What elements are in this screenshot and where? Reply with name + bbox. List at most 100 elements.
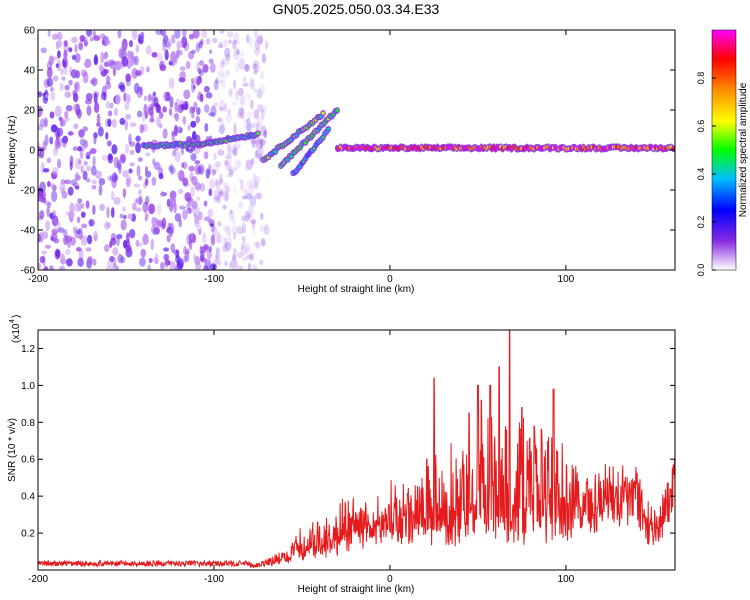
y-tick-label: 0.8 [21, 418, 35, 429]
snr-series-line [38, 330, 675, 568]
noise-speckle [155, 52, 163, 61]
noise-speckle [216, 194, 222, 204]
noise-speckle [255, 138, 263, 150]
colorbar-ticks: 0.0 0.2 0.4 0.6 0.8 [696, 72, 716, 276]
noise-speckle [92, 155, 96, 167]
noise-speckle [258, 36, 263, 45]
noise-speckle [145, 195, 150, 206]
noise-speckle [164, 91, 171, 102]
noise-speckle [72, 92, 79, 103]
noise-speckle [250, 228, 256, 236]
noise-speckle [233, 40, 240, 45]
noise-speckle [147, 106, 154, 116]
noise-speckle [249, 218, 257, 224]
noise-speckle [63, 49, 68, 58]
noise-speckle [43, 117, 48, 128]
noise-speckle [207, 208, 214, 218]
noise-speckle [200, 249, 205, 261]
noise-speckle [139, 123, 145, 134]
noise-speckle [233, 167, 238, 172]
noise-speckle [42, 197, 47, 204]
snr-scale-close: ) [11, 315, 22, 318]
noise-speckle [76, 247, 82, 252]
noise-speckle [204, 122, 209, 133]
spectral-core [256, 131, 260, 136]
x-tick-label: 100 [558, 574, 575, 585]
noise-speckle [246, 214, 253, 219]
noise-speckle [198, 164, 205, 175]
noise-speckle [147, 264, 152, 270]
noise-speckle [195, 206, 200, 214]
colorbar-tick-label: 0.6 [696, 120, 706, 133]
noise-speckle [149, 117, 155, 123]
noise-speckle [86, 30, 93, 37]
noise-speckle [107, 175, 112, 181]
colorbar-tick-label: 0.4 [696, 168, 706, 181]
noise-speckle [117, 30, 122, 39]
noise-speckle [147, 93, 152, 102]
noise-speckle [39, 210, 45, 219]
noise-speckle [52, 147, 59, 157]
noise-speckle [115, 93, 121, 105]
noise-speckle [109, 241, 113, 249]
noise-speckle [52, 75, 59, 82]
noise-speckle [212, 37, 218, 44]
noise-speckle [260, 125, 267, 137]
noise-speckle [240, 50, 245, 58]
noise-speckle [52, 226, 59, 232]
noise-speckle [125, 177, 131, 188]
noise-speckle [225, 113, 233, 124]
noise-speckle [183, 255, 187, 263]
noise-speckle [111, 144, 118, 155]
noise-speckle [66, 105, 73, 113]
noise-speckle [233, 122, 237, 135]
noise-speckle [91, 179, 98, 185]
noise-speckle [227, 235, 232, 247]
noise-speckle [218, 124, 225, 135]
noise-speckle [252, 183, 259, 190]
noise-speckle [237, 106, 243, 119]
noise-speckle [131, 30, 138, 40]
noise-speckle [98, 177, 106, 186]
snr-x-label: Height of straight line (km) [298, 584, 415, 595]
noise-speckle [124, 244, 132, 252]
noise-speckle [74, 44, 78, 53]
noise-speckle [209, 49, 213, 54]
noise-speckle [55, 40, 63, 48]
noise-speckle [232, 79, 237, 90]
noise-speckle [133, 55, 139, 66]
noise-speckle [191, 200, 198, 210]
noise-speckle [38, 233, 42, 243]
noise-speckle [86, 105, 92, 116]
noise-speckle [215, 179, 221, 190]
noise-speckle [133, 183, 141, 188]
noise-speckle [58, 142, 65, 148]
noise-speckle [244, 63, 249, 71]
noise-speckle [203, 85, 210, 93]
noise-speckle [114, 60, 122, 71]
noise-speckle [193, 253, 197, 262]
noise-speckle [241, 195, 248, 200]
noise-speckle [170, 166, 177, 175]
noise-speckle [179, 205, 186, 210]
noise-speckle [258, 84, 266, 95]
noise-speckle [169, 195, 177, 208]
noise-speckle [142, 111, 146, 123]
noise-speckle [109, 102, 114, 109]
noise-speckle [49, 136, 54, 145]
noise-speckle [49, 86, 54, 92]
noise-speckle [63, 40, 68, 47]
noise-speckle [194, 160, 201, 165]
noise-speckle [245, 118, 251, 125]
noise-speckle [99, 203, 105, 212]
noise-speckle [233, 146, 238, 157]
noise-speckle [213, 80, 220, 91]
noise-speckle [253, 175, 261, 185]
noise-speckle [223, 155, 230, 160]
noise-speckle [192, 85, 196, 90]
noise-speckle [72, 146, 78, 152]
noise-speckle [113, 107, 118, 116]
noise-speckle [110, 233, 117, 241]
noise-speckle [190, 185, 195, 198]
noise-speckle [257, 44, 261, 52]
